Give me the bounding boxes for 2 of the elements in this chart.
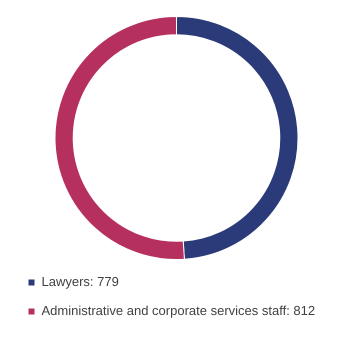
legend-label: Administrative and corporate services staff: 812 bbox=[42, 303, 316, 318]
legend-label: Lawyers: 779 bbox=[42, 274, 119, 290]
